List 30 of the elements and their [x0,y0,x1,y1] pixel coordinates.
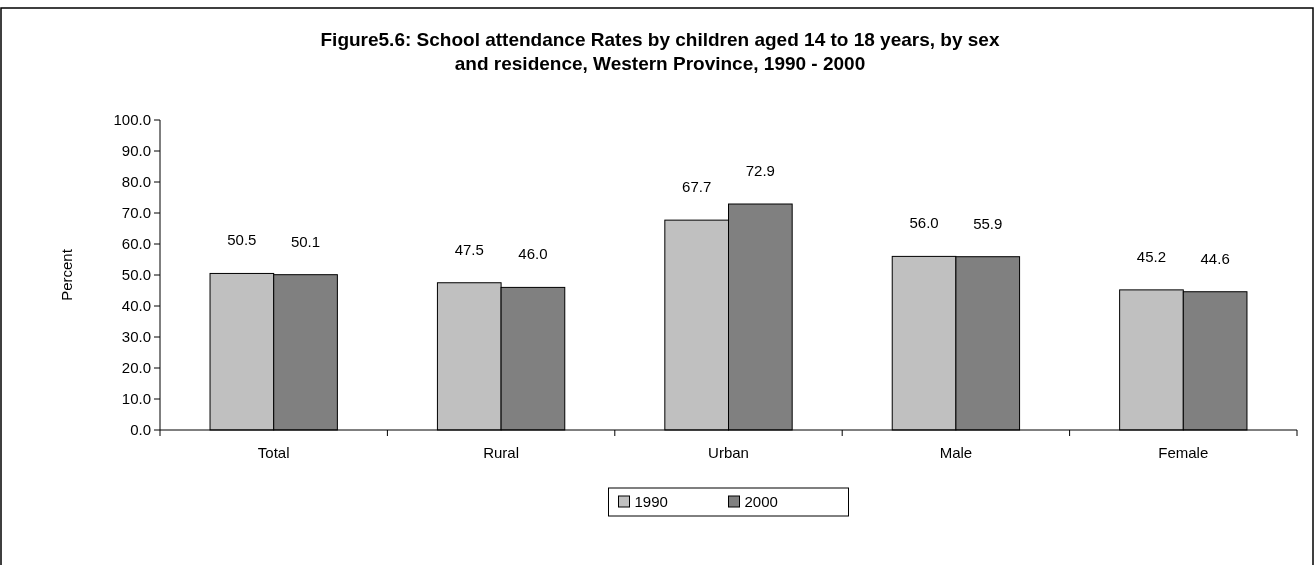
data-label: 47.5 [454,240,484,258]
y-tick-label: 0.0 [130,421,151,438]
legend-label: 1990 [634,493,668,510]
y-tick-label: 50.0 [121,266,151,283]
chart-title: Figure5.6: School attendance Rates by children aged 14 to 18 years, by sex and residence, Western Province, 1990 - 2000 [320,29,1000,74]
data-label: 56.0 [909,214,939,232]
y-tick-label: 90.0 [121,142,151,159]
x-tick-label: Male [939,444,973,461]
x-tick-label: Urban [708,444,749,461]
data-label: 72.9 [745,162,775,180]
x-tick-label: Rural [483,444,520,461]
legend-label: 2000 [744,493,778,510]
x-tick-label: Female [1158,444,1209,461]
data-label: 50.1 [290,232,321,250]
y-axis-title: Percent [58,248,75,301]
data-label: 50.5 [227,231,257,249]
y-tick-label: 80.0 [121,173,151,190]
y-tick-label: 100.0 [113,111,151,128]
y-tick-label: 40.0 [121,297,151,314]
data-label: 45.2 [1136,247,1167,265]
x-tick-label: Total [257,444,290,461]
data-label: 46.0 [518,245,548,263]
y-tick-label: 70.0 [121,204,151,221]
data-label: 67.7 [682,178,712,196]
y-tick-label: 20.0 [121,359,151,376]
y-tick-label: 60.0 [121,235,151,252]
y-tick-label: 30.0 [121,328,151,345]
data-label: 55.9 [973,214,1003,232]
data-label: 44.6 [1200,249,1230,267]
y-tick-label: 10.0 [121,390,151,407]
